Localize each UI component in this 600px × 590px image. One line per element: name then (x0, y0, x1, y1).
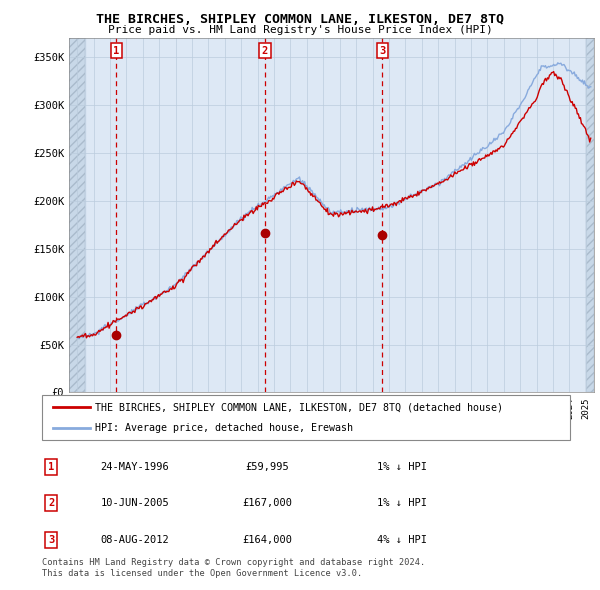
Text: 1% ↓ HPI: 1% ↓ HPI (377, 499, 427, 508)
Text: 2: 2 (262, 46, 268, 55)
Text: 3: 3 (48, 535, 54, 545)
FancyBboxPatch shape (42, 395, 570, 440)
Bar (586, 38, 594, 392)
Text: Price paid vs. HM Land Registry's House Price Index (HPI): Price paid vs. HM Land Registry's House … (107, 25, 493, 35)
Text: £164,000: £164,000 (242, 535, 292, 545)
Text: THE BIRCHES, SHIPLEY COMMON LANE, ILKESTON, DE7 8TQ: THE BIRCHES, SHIPLEY COMMON LANE, ILKEST… (96, 13, 504, 26)
Text: 3: 3 (379, 46, 385, 55)
Text: THE BIRCHES, SHIPLEY COMMON LANE, ILKESTON, DE7 8TQ (detached house): THE BIRCHES, SHIPLEY COMMON LANE, ILKEST… (95, 402, 503, 412)
Text: Contains HM Land Registry data © Crown copyright and database right 2024.
This d: Contains HM Land Registry data © Crown c… (42, 558, 425, 578)
Bar (69, 38, 85, 392)
Bar (69, 38, 85, 392)
Text: 1% ↓ HPI: 1% ↓ HPI (377, 462, 427, 471)
Text: 1: 1 (48, 462, 54, 471)
Text: 08-AUG-2012: 08-AUG-2012 (101, 535, 169, 545)
Text: 2: 2 (48, 499, 54, 508)
Text: 10-JUN-2005: 10-JUN-2005 (101, 499, 169, 508)
Text: 1: 1 (113, 46, 119, 55)
Text: HPI: Average price, detached house, Erewash: HPI: Average price, detached house, Erew… (95, 422, 353, 432)
Text: 4% ↓ HPI: 4% ↓ HPI (377, 535, 427, 545)
Text: £59,995: £59,995 (245, 462, 289, 471)
Text: £167,000: £167,000 (242, 499, 292, 508)
Text: 24-MAY-1996: 24-MAY-1996 (101, 462, 169, 471)
Bar (586, 38, 594, 392)
